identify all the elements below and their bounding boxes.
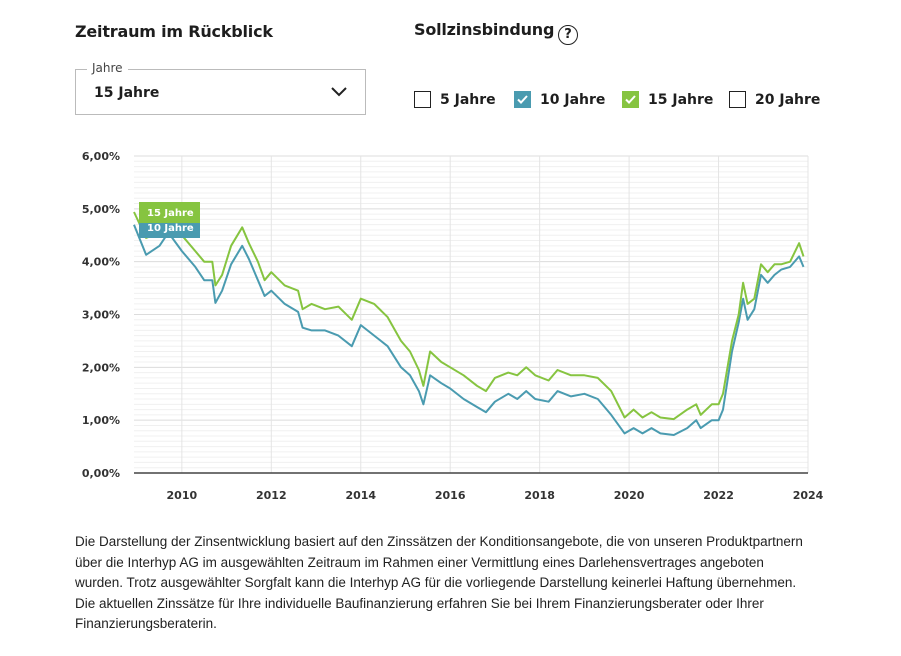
checkbox-label: 5 Jahre	[440, 91, 496, 108]
x-tick-label: 2024	[793, 489, 824, 502]
x-tick-label: 2020	[614, 489, 645, 502]
checkbox-label: 10 Jahre	[540, 91, 606, 108]
x-tick-label: 2016	[435, 489, 466, 502]
y-tick-label: 3,00%	[82, 309, 120, 322]
y-tick-label: 0,00%	[82, 467, 120, 480]
legend-label-10-jahre: 10 Jahre	[147, 223, 194, 234]
checkbox-label: 20 Jahre	[755, 91, 821, 108]
y-tick-label: 4,00%	[82, 256, 120, 269]
legend-label-15-jahre: 15 Jahre	[147, 208, 194, 219]
checkbox-box[interactable]	[414, 91, 431, 108]
disclaimer-text: Die Darstellung der Zinsentwicklung basi…	[75, 534, 803, 631]
checkbox-label: 15 Jahre	[648, 91, 714, 108]
y-tick-label: 5,00%	[82, 203, 120, 216]
help-icon[interactable]: ?	[558, 25, 578, 45]
legend-badge-15-jahre	[139, 202, 200, 223]
series-line-10-jahre	[133, 224, 805, 436]
interest-rate-chart: 0,00% 1,00% 2,00% 3,00% 4,00% 5,00% 6,00% 2010…	[82, 150, 824, 502]
fixation-title: Sollzinsbindung	[414, 20, 555, 39]
x-tick-label: 2022	[703, 489, 734, 502]
period-select-value: 15 Jahre	[94, 85, 160, 101]
checkbox-20-jahre[interactable]: 20 Jahre	[729, 91, 820, 108]
x-tick-label: 2012	[256, 489, 287, 502]
period-select-label: Jahre	[87, 61, 128, 75]
checkbox-box[interactable]	[729, 91, 746, 108]
chevron-down-icon	[331, 87, 347, 97]
x-tick-label: 2010	[167, 489, 198, 502]
y-tick-label: 2,00%	[82, 361, 120, 374]
x-tick-label: 2014	[345, 489, 376, 502]
checkbox-checked-icon[interactable]	[622, 91, 639, 108]
checkbox-5-jahre[interactable]: 5 Jahre	[414, 91, 496, 108]
checkbox-checked-icon[interactable]	[514, 91, 531, 108]
y-tick-label: 6,00%	[82, 150, 120, 163]
period-select[interactable]: Jahre 15 Jahre	[75, 61, 366, 115]
checkbox-15-jahre[interactable]: 15 Jahre	[622, 91, 713, 108]
y-tick-label: 1,00%	[82, 414, 120, 427]
period-title: Zeitraum im Rückblick	[75, 22, 273, 41]
checkbox-10-jahre[interactable]: 10 Jahre	[514, 91, 605, 108]
x-tick-label: 2018	[524, 489, 555, 502]
series-line-15-jahre	[133, 211, 805, 421]
